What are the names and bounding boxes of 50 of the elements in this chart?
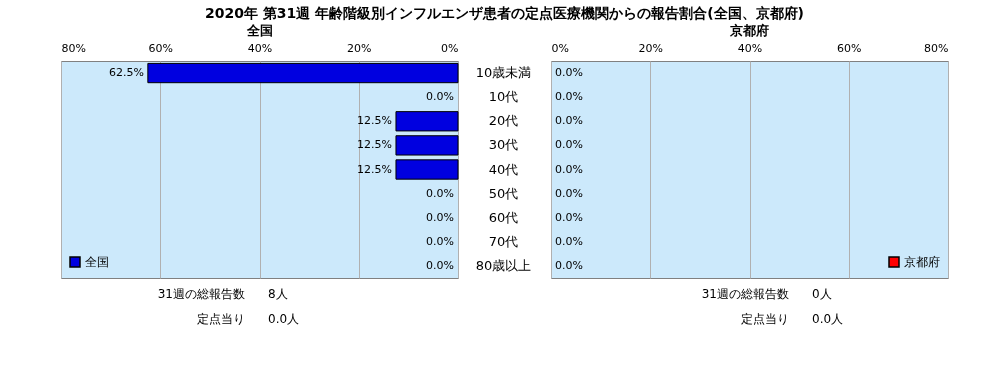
- text: 定点当り: [197, 312, 245, 326]
- text: 2020年 第31週 年齢階級別インフルエンザ患者の定点医療機関からの報告割合(全国、京都府): [205, 4, 804, 21]
- chart-subtitle: 京都府: [729, 23, 769, 38]
- legend-label: 京都府: [904, 255, 940, 269]
- x-tick-label: 40%: [247, 41, 273, 55]
- text: 31週の総報告数: [157, 287, 245, 301]
- x-tick-label: 0%: [551, 41, 569, 55]
- data-label: 12.5%: [357, 162, 392, 176]
- data-label: 0.0%: [555, 138, 583, 152]
- data-label: 0.0%: [555, 210, 583, 224]
- text: 31週の総報告数: [701, 287, 789, 301]
- data-label: 62.5%: [108, 66, 144, 80]
- y-tick-label: 80歳以上: [475, 257, 532, 273]
- text: 0.0人: [812, 312, 844, 326]
- chart-subtitle: 全国: [245, 23, 273, 38]
- legend-label: 全国: [85, 255, 109, 269]
- x-tick-label: 40%: [737, 41, 763, 55]
- y-tick-label: 20代: [488, 113, 519, 129]
- y-tick-label: 60代: [488, 209, 519, 225]
- y-tick-label: 40代: [488, 161, 519, 177]
- y-tick-label: 50代: [488, 185, 519, 201]
- data-label: 0.0%: [555, 258, 583, 272]
- x-tick-label: 0%: [441, 41, 459, 55]
- x-tick-label: 60%: [148, 41, 173, 55]
- data-label: 0.0%: [426, 210, 454, 224]
- data-label: 0.0%: [555, 66, 583, 80]
- data-label: 0.0%: [426, 186, 454, 200]
- data-label: 0.0%: [426, 258, 454, 272]
- text: 定点当り: [741, 312, 789, 326]
- data-label: 0.0%: [426, 234, 454, 248]
- x-tick-label: 20%: [638, 41, 663, 55]
- data-label: 0.0%: [555, 186, 583, 200]
- x-tick-label: 80%: [61, 41, 86, 55]
- x-tick-label: 20%: [347, 41, 372, 55]
- text: 8人: [268, 287, 288, 301]
- data-label: 12.5%: [357, 138, 392, 152]
- y-tick-label: 70代: [488, 233, 519, 249]
- y-tick-label: 10歳未満: [475, 65, 532, 81]
- data-label: 0.0%: [426, 90, 454, 104]
- x-tick-label: 60%: [837, 41, 862, 55]
- y-tick-label: 10代: [488, 89, 519, 105]
- text: 0.0人: [268, 312, 300, 326]
- data-label: 0.0%: [555, 162, 583, 176]
- data-label: 0.0%: [555, 90, 583, 104]
- data-label: 12.5%: [357, 114, 392, 128]
- y-tick-label: 30代: [488, 137, 519, 153]
- text: 0人: [812, 287, 832, 301]
- data-label: 0.0%: [555, 234, 583, 248]
- x-tick-label: 80%: [924, 41, 949, 55]
- data-label: 0.0%: [555, 114, 583, 128]
